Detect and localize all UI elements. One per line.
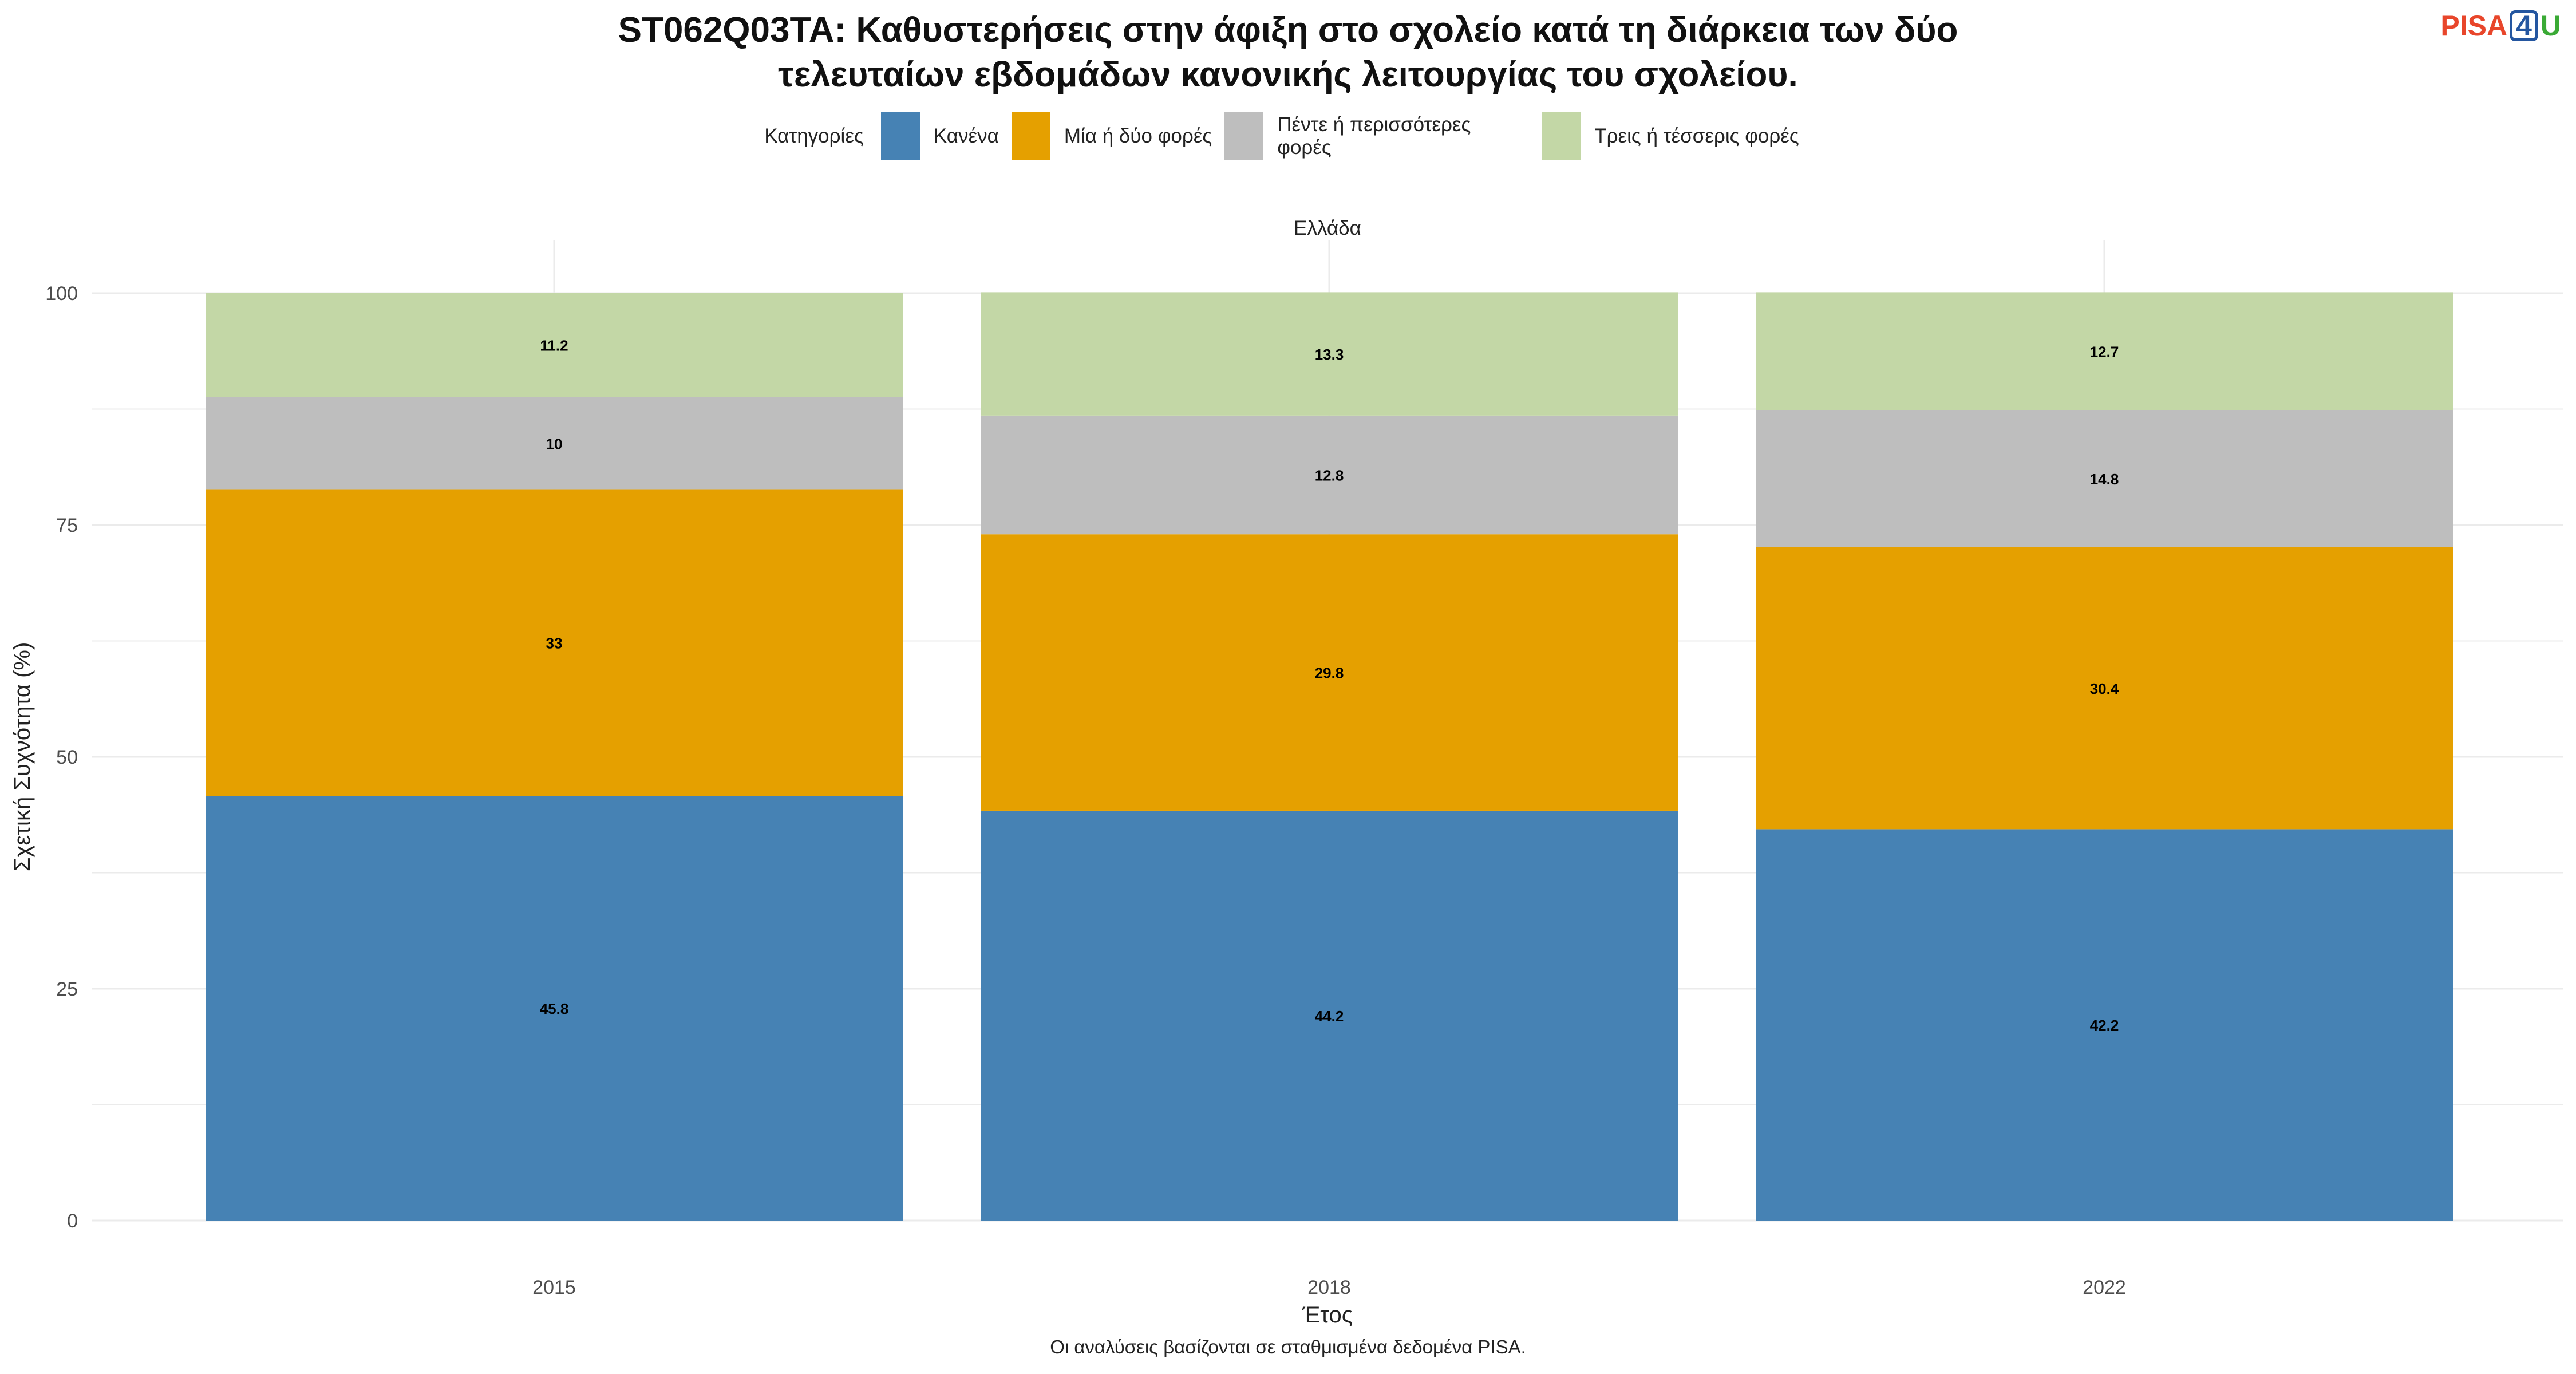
y-tick-label: 0	[67, 1210, 78, 1232]
pisa4u-logo: PISA 4 U	[2440, 9, 2561, 42]
data-label: 44.2	[1315, 1008, 1344, 1025]
logo-four-text: 4	[2510, 10, 2538, 41]
bar-segment	[981, 415, 1678, 535]
legend-title: Κατηγορίες	[764, 125, 864, 147]
legend: Κατηγορίες Κανένα Μία ή δύο φορές Πέντε …	[0, 112, 2576, 160]
legend-swatch-once-twice	[1011, 112, 1050, 160]
data-label: 14.8	[2090, 471, 2119, 488]
data-label: 13.3	[1315, 346, 1344, 363]
bar-segment	[981, 534, 1678, 811]
legend-item-five-or-more: Πέντε ή περισσότερες φορές	[1224, 112, 1529, 160]
x-tick-label: 2022	[2083, 1277, 2126, 1298]
data-label: 42.2	[2090, 1017, 2119, 1034]
bar-segment	[206, 489, 903, 796]
legend-item-none: Κανένα	[880, 112, 999, 160]
legend-swatch-none	[880, 112, 920, 160]
x-axis-title: Έτος	[1302, 1302, 1353, 1328]
chart-caption: Οι αναλύσεις βασίζονται σε σταθμισμένα δ…	[1050, 1336, 1526, 1357]
legend-label-three-four: Τρεις ή τέσσερις φορές	[1594, 125, 1799, 147]
y-tick-label: 75	[56, 515, 78, 536]
legend-item-once-twice: Μία ή δύο φορές	[1011, 112, 1212, 160]
y-axis-title: Σχετική Συχνότητα (%)	[10, 642, 35, 872]
data-label: 10	[546, 435, 563, 452]
data-label: 11.2	[540, 337, 568, 354]
bar-segment	[981, 292, 1678, 416]
legend-label-none: Κανένα	[933, 125, 999, 147]
bar-segment	[981, 810, 1678, 1221]
bar-segment	[1756, 292, 2453, 410]
legend-item-three-four: Τρεις ή τέσσερις φορές	[1542, 112, 1799, 160]
logo-u-text: U	[2540, 10, 2561, 42]
chart-title: ST062Q03TA: Καθυστερήσεις στην άφιξη στο…	[0, 8, 2576, 97]
logo-pisa-text: PISA	[2440, 10, 2508, 42]
bar-segment	[206, 293, 903, 397]
legend-label-five-or-more: Πέντε ή περισσότερες φορές	[1277, 113, 1471, 159]
x-tick-label: 2015	[532, 1277, 576, 1298]
bar-segment	[206, 397, 903, 490]
y-tick-label: 50	[56, 747, 78, 768]
data-label: 12.8	[1315, 467, 1344, 484]
legend-label-once-twice: Μία ή δύο φορές	[1064, 125, 1212, 147]
data-label: 33	[546, 635, 563, 652]
bar-segment	[1756, 410, 2453, 547]
legend-swatch-five-or-more	[1224, 112, 1264, 160]
data-label: 12.7	[2090, 343, 2119, 360]
chart-title-line-2: τελευταίων εβδομάδων κανονικής λειτουργί…	[778, 55, 1798, 94]
bar-segment	[1756, 829, 2453, 1221]
facet-label: Ελλάδα	[1294, 217, 1361, 239]
data-label: 29.8	[1315, 665, 1344, 682]
legend-swatch-three-four	[1542, 112, 1581, 160]
bar-segment	[1756, 547, 2453, 830]
y-tick-label: 25	[56, 978, 78, 1000]
x-tick-label: 2018	[1307, 1277, 1351, 1298]
data-label: 30.4	[2090, 680, 2119, 697]
bar-segment	[206, 796, 903, 1221]
y-tick-label: 100	[45, 283, 78, 305]
chart-title-line-1: ST062Q03TA: Καθυστερήσεις στην άφιξη στο…	[618, 10, 1958, 50]
data-label: 45.8	[540, 1000, 569, 1017]
